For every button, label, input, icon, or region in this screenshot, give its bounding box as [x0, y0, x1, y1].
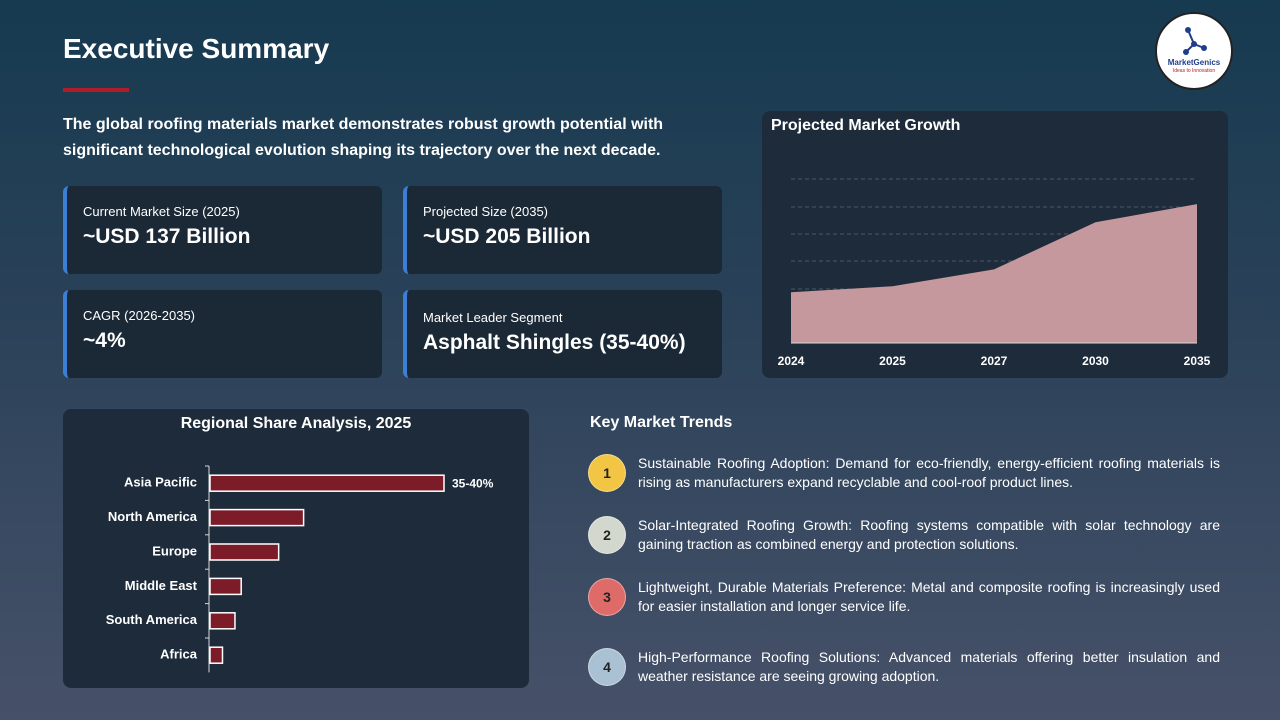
area	[791, 204, 1197, 343]
stat-card: CAGR (2026-2035) ~4%	[63, 290, 382, 378]
trend-text: High-Performance Roofing Solutions: Adva…	[638, 649, 1220, 684]
title: Executive Summary	[63, 33, 330, 64]
y-tick-label: Asia Pacific	[124, 475, 197, 490]
stat-label: CAGR (2026-2035)	[83, 308, 195, 323]
stat-value: ~USD 205 Billion	[423, 225, 591, 248]
bar	[209, 543, 280, 561]
x-tick-label: 2024	[778, 354, 805, 368]
logo-icon	[1183, 27, 1207, 55]
trend-text: Sustainable Roofing Adoption: Demand for…	[638, 455, 1220, 490]
y-tick-label: Africa	[160, 647, 198, 662]
stat-label: Projected Size (2035)	[423, 204, 549, 219]
bar	[209, 577, 242, 596]
trend-number: 4	[588, 648, 626, 686]
y-tick-label: Europe	[152, 543, 197, 558]
intro-text: The global roofing materials market demo…	[63, 116, 664, 159]
value-label: 35-40%	[452, 476, 494, 490]
logo-tagline: Ideas to Innovation	[1172, 68, 1216, 74]
trend-item: 2 Solar-Integrated Roofing Growth: Roofin…	[588, 516, 1220, 554]
trend-number: 2	[588, 516, 626, 554]
chart-title: Regional Share Analysis, 2025	[181, 415, 412, 432]
accent-line	[63, 88, 129, 92]
trend-item: 1 Sustainable Roofing Adoption: Demand fo…	[588, 454, 1220, 492]
bar	[209, 474, 445, 492]
trend-item: 3 Lightweight, Durable Materials Preferen…	[588, 578, 1220, 616]
stat-value: Asphalt Shingles (35-40%)	[423, 331, 686, 354]
y-tick-label: South America	[106, 612, 198, 627]
bar	[209, 612, 236, 630]
stat-card: Market Leader Segment Asphalt Shingles (…	[403, 290, 722, 378]
x-tick-label: 2035	[1184, 354, 1211, 368]
y-tick-label: North America	[108, 509, 198, 524]
logo: MarketGenics Ideas to Innovation	[1155, 12, 1233, 90]
stat-label: Market Leader Segment	[423, 310, 563, 325]
stat-card: Current Market Size (2025) ~USD 137 Bill…	[63, 186, 382, 274]
stat-label: Current Market Size (2025)	[83, 204, 240, 219]
trend-number: 3	[588, 578, 626, 616]
y-tick-label: Middle East	[125, 578, 198, 593]
trend-item: 4 High-Performance Roofing Solutions: Adv…	[588, 648, 1220, 686]
stat-value: ~USD 137 Billion	[83, 225, 251, 248]
trends-title: Key Market Trends	[590, 414, 733, 431]
chart-panel	[63, 409, 529, 688]
bar	[209, 646, 224, 664]
x-tick-label: 2030	[1082, 354, 1109, 368]
trend-number: 1	[588, 454, 626, 492]
x-tick-label: 2027	[981, 354, 1008, 368]
logo-name: MarketGenics	[1167, 58, 1221, 67]
trend-text: Lightweight, Durable Materials Preferenc…	[638, 579, 1220, 614]
chart-title: Projected Market Growth	[771, 117, 960, 134]
bar	[209, 508, 305, 527]
trend-text: Solar-Integrated Roofing Growth: Roofing…	[638, 517, 1220, 552]
stat-value: ~4%	[83, 329, 126, 352]
stat-card: Projected Size (2035) ~USD 205 Billion	[403, 186, 722, 274]
x-tick-label: 2025	[879, 354, 906, 368]
